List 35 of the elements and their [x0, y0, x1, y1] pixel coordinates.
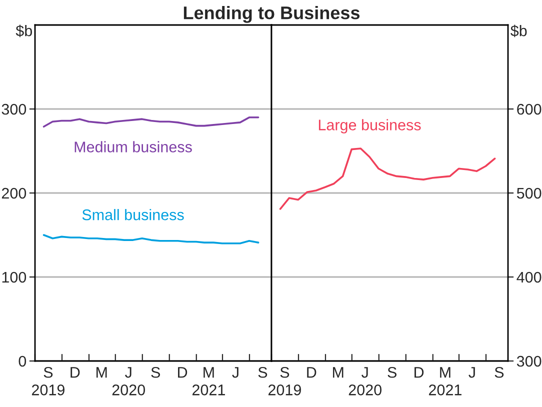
x-tick-label: J 2020 — [112, 367, 145, 396]
x-tick-label: S — [151, 366, 160, 378]
line-series — [42, 116, 260, 128]
x-tick-label: D — [70, 367, 80, 378]
chart-title: Lending to Business — [184, 6, 360, 23]
x-tick-label: M 2021 — [428, 367, 462, 396]
x-tick-label: M — [96, 367, 107, 378]
y-tick-label: 500 — [516, 188, 542, 199]
x-tick-label: J 2020 — [348, 367, 382, 396]
x-tick-label: S — [388, 366, 396, 378]
x-tick-label: S 2019 — [32, 366, 64, 396]
x-tick-label: D — [307, 367, 316, 378]
y-tick-label: 300 — [2, 104, 26, 115]
line-series — [279, 148, 496, 210]
series-label: Small business — [82, 209, 184, 220]
x-tick-label: D — [414, 367, 424, 378]
y-axis-title: $b — [16, 24, 32, 38]
series-label: Large business — [318, 119, 421, 134]
y-tick-label: 400 — [516, 272, 542, 283]
x-tick-label: D — [178, 367, 188, 378]
series-label: Medium business — [74, 141, 192, 152]
x-tick-label: J — [468, 367, 475, 378]
x-tick-label: J — [232, 367, 238, 378]
y-tick-label: 600 — [517, 104, 542, 115]
x-tick-label: M — [333, 367, 344, 378]
x-tick-label: S 2019 — [268, 366, 301, 396]
y-axis-title: $b — [510, 24, 527, 38]
x-tick-label: M 2021 — [192, 367, 225, 396]
y-tick-label: 200 — [2, 188, 26, 199]
y-tick-label: 300 — [516, 356, 542, 367]
line-series — [42, 234, 260, 244]
x-tick-label: S — [258, 366, 268, 378]
x-tick-label: S — [494, 366, 504, 378]
y-tick-label: 0 — [18, 356, 26, 367]
y-tick-label: 100 — [2, 272, 26, 283]
